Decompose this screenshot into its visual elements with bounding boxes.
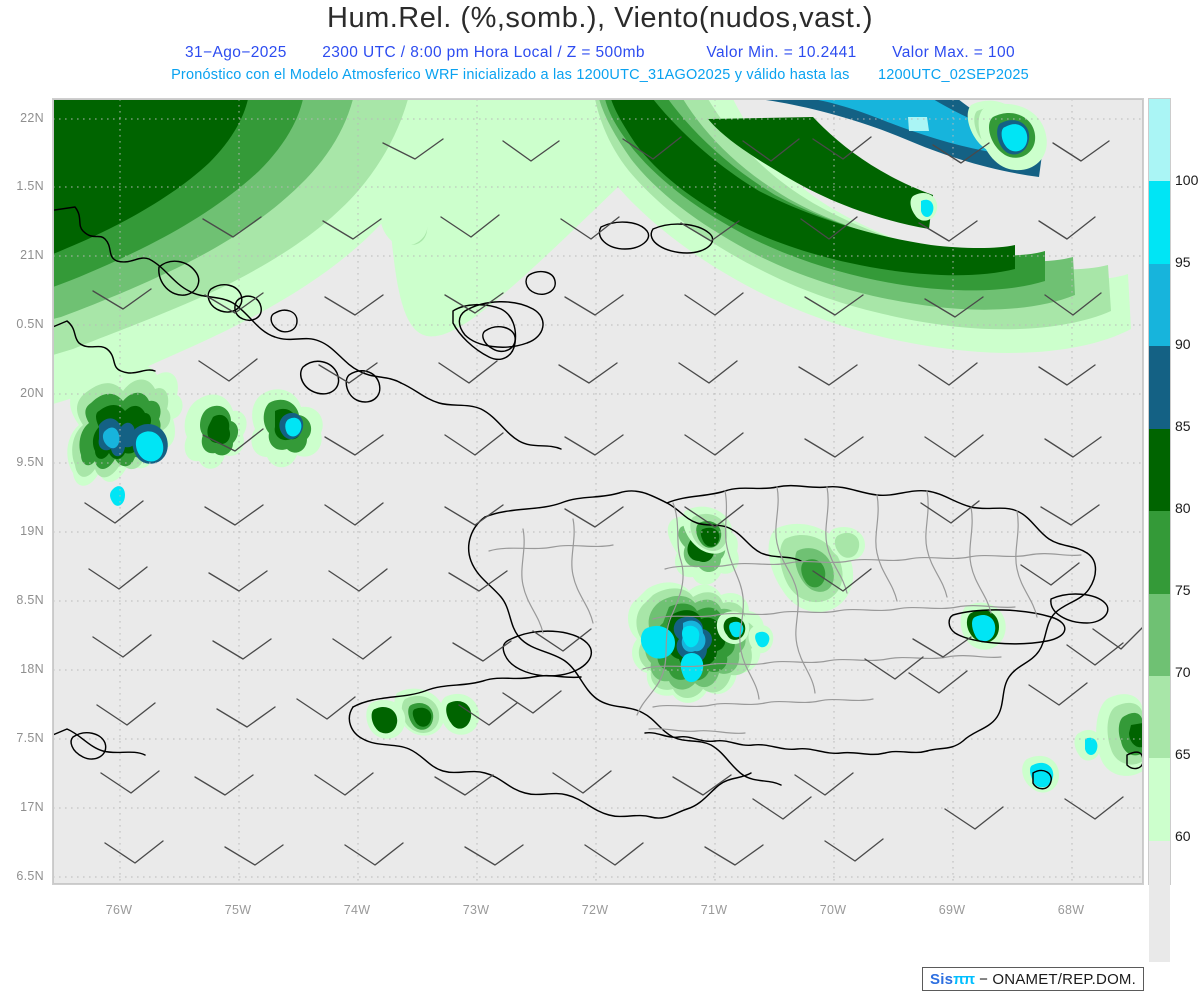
colorbar-label: 85 — [1175, 418, 1191, 434]
y-axis-tick: 21N — [20, 248, 44, 262]
humidity-cells-hispaniola — [366, 506, 1006, 739]
model-valid-until: 1200UTC_02SEP2025 — [878, 67, 1029, 83]
colorbar-label: 70 — [1175, 664, 1191, 680]
colorbar-band-70 — [1149, 593, 1170, 676]
y-axis-tick: 7.5N — [16, 731, 44, 745]
colorbar-band-60 — [1149, 758, 1170, 841]
humidity-shading-northwest — [53, 99, 1131, 404]
x-axis-tick: 72W — [581, 903, 609, 917]
colorbar-band-80 — [1149, 428, 1170, 512]
colorbar-band-95 — [1149, 181, 1170, 264]
y-axis-tick: 22N — [20, 111, 44, 125]
colorbar-label: 100 — [1175, 172, 1199, 188]
x-axis-tick: 69W — [938, 903, 966, 917]
y-axis-tick: 6.5N — [16, 869, 44, 883]
header: Hum.Rel. (%,somb.), Viento(nudos,vast.) … — [0, 0, 1200, 95]
colorbar-band-75 — [1149, 511, 1170, 594]
colorbar-band-90 — [1149, 263, 1170, 347]
y-axis-tick: 19N — [20, 524, 44, 538]
x-axis-tick: 76W — [105, 903, 133, 917]
y-axis-tick: 8.5N — [16, 593, 44, 607]
x-axis-tick: 70W — [819, 903, 847, 917]
page-title: Hum.Rel. (%,somb.), Viento(nudos,vast.) — [327, 2, 873, 34]
colorbar-label: 95 — [1175, 254, 1191, 270]
brand-sis-text: Sis — [930, 970, 954, 988]
x-axis-tick: 74W — [343, 903, 371, 917]
y-axis-tick: 0.5N — [16, 317, 44, 331]
province-borders — [488, 486, 1082, 735]
subtitle-time-level: 2300 UTC / 8:00 pm Hora Local / Z = 500m… — [322, 44, 645, 61]
y-axis-tick: 9.5N — [16, 455, 44, 469]
colorbar-label: 65 — [1175, 746, 1191, 762]
x-axis-tick: 75W — [224, 903, 252, 917]
brand-pi-icon: ππ — [953, 970, 975, 988]
x-axis-tick: 73W — [462, 903, 490, 917]
colorbar-label: 90 — [1175, 336, 1191, 352]
subtitle-model-info: Pronóstico con el Modelo Atmosferico WRF… — [0, 67, 1200, 83]
colorbar-label: 75 — [1175, 582, 1191, 598]
colorbar-band-below — [1149, 840, 1170, 963]
colorbar-band-85 — [1149, 346, 1170, 429]
attribution-box[interactable]: Sis ππ − ONAMET/REP.DOM. — [922, 967, 1144, 991]
map-canvas[interactable] — [52, 98, 1144, 885]
model-description: Pronóstico con el Modelo Atmosferico WRF… — [171, 67, 850, 83]
colorbar-band-65 — [1149, 675, 1170, 759]
y-axis-tick: 1.5N — [16, 179, 44, 193]
subtitle-min-value: Valor Min. = 10.2441 — [706, 44, 857, 61]
subtitle-date: 31−Ago−2025 — [185, 44, 287, 61]
wind-barbs — [84, 136, 1143, 866]
colorbar[interactable] — [1148, 98, 1171, 963]
humidity-cells-ne-corner — [978, 103, 1047, 171]
x-axis-tick: 68W — [1057, 903, 1085, 917]
colorbar-label: 80 — [1175, 500, 1191, 516]
humidity-cells-cuba — [67, 365, 323, 506]
map-plot-area: 22N 1.5N 21N 0.5N 20N 9.5N 19N 8.5N 18N … — [0, 95, 1200, 991]
y-axis-tick: 18N — [20, 662, 44, 676]
subtitle-max-value: Valor Max. = 100 — [892, 44, 1015, 61]
y-axis-tick: 17N — [20, 800, 44, 814]
colorbar-band-100 — [1149, 99, 1170, 182]
colorbar-label: 60 — [1175, 828, 1191, 844]
y-axis-tick: 20N — [20, 386, 44, 400]
subtitle-run-info: 31−Ago−2025 2300 UTC / 8:00 pm Hora Loca… — [0, 44, 1200, 62]
x-axis-tick: 71W — [700, 903, 728, 917]
attribution-source: − ONAMET/REP.DOM. — [979, 970, 1136, 988]
